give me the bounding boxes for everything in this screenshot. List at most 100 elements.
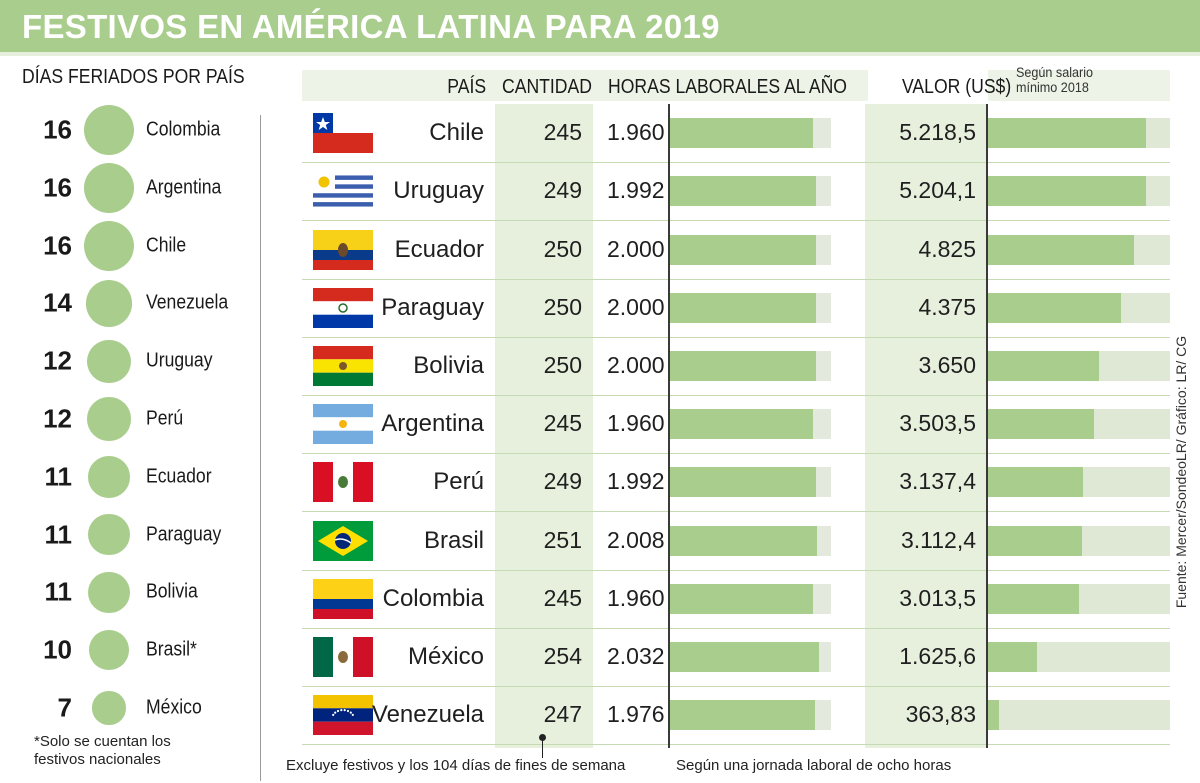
horas-bar-track [670, 234, 831, 265]
holiday-country: Paraguay [146, 523, 222, 546]
horas-bar [670, 118, 814, 149]
holiday-country: Chile [146, 234, 187, 257]
row-separator [302, 162, 1170, 164]
bolivia-flag-icon [313, 345, 373, 386]
horas-bar [670, 641, 819, 672]
country-name: Uruguay [393, 177, 484, 205]
left-panel-heading: DÍAS FERIADOS POR PAÍS [22, 66, 245, 88]
valor-bar [988, 583, 1080, 614]
holiday-country: Ecuador [146, 465, 212, 488]
holiday-count: 7 [57, 692, 72, 723]
valor-bar-track [988, 292, 1170, 323]
column-header-band [302, 70, 868, 101]
horas-bar-track [670, 176, 831, 207]
uruguay-flag-icon [313, 171, 373, 212]
valor-value: 4.375 [918, 293, 976, 320]
horas-bar-track [670, 350, 831, 381]
valor-bar [988, 118, 1147, 149]
row-separator [302, 278, 1170, 280]
valor-bar-track [988, 176, 1170, 207]
valor-value: 5.218,5 [899, 119, 976, 146]
cantidad-column-bg [495, 104, 593, 748]
holiday-count: 14 [43, 287, 72, 318]
holiday-bubble [87, 339, 131, 383]
paraguay-flag-icon [313, 287, 373, 328]
column-header-cantidad: CANTIDAD [502, 76, 592, 98]
horas-value: 1.960 [607, 584, 665, 611]
horas-value: 1.992 [607, 468, 665, 495]
horas-bar [670, 234, 817, 265]
valor-bar-track [988, 350, 1170, 381]
horas-bar-track [670, 118, 831, 149]
horas-bar [670, 176, 816, 207]
valor-value: 3.137,4 [899, 468, 976, 495]
valor-bar-track [988, 409, 1170, 440]
valor-bar [988, 234, 1135, 265]
chile-flag-icon [313, 113, 373, 154]
holiday-country: Uruguay [146, 349, 213, 372]
holiday-country: Brasil* [146, 638, 197, 661]
holiday-count: 16 [43, 230, 72, 261]
row-separator [302, 686, 1170, 687]
page-title: FESTIVOS EN AMÉRICA LATINA PARA 2019 [22, 8, 720, 45]
holiday-count: 16 [43, 114, 72, 145]
horas-bar [670, 409, 814, 440]
country-name: Chile [429, 119, 484, 147]
holiday-row: 11 Paraguay [0, 506, 250, 564]
horas-bar-track [670, 583, 831, 614]
horas-bar [670, 525, 817, 556]
footnote-line: festivos nacionales [34, 751, 161, 768]
cantidad-value: 247 [543, 701, 582, 728]
valor-bar-track [988, 525, 1170, 556]
holiday-bubble [88, 571, 130, 614]
holiday-row: 7 México [0, 679, 250, 737]
note-pointer-dot [539, 734, 546, 741]
note-pointer-line [542, 738, 543, 758]
column-header-pais: PAÍS [447, 76, 486, 98]
holiday-country: Bolivia [146, 580, 198, 603]
valor-bar [988, 700, 1000, 731]
valor-value: 4.825 [918, 235, 976, 262]
country-name: Paraguay [381, 293, 484, 321]
valor-value: 3.503,5 [899, 410, 976, 437]
holiday-bubble [87, 397, 131, 441]
horas-bar-track [670, 292, 831, 323]
cantidad-value: 249 [543, 468, 582, 495]
row-separator [302, 336, 1170, 338]
country-name: Perú [433, 468, 484, 496]
cantidad-value: 245 [543, 119, 582, 146]
holiday-bubble [84, 162, 134, 213]
brasil-flag-icon [313, 520, 373, 561]
holiday-row: 11 Ecuador [0, 448, 250, 506]
holiday-row: 12 Perú [0, 390, 250, 448]
holiday-bubble [84, 220, 134, 271]
row-separator [302, 569, 1170, 571]
holiday-count: 12 [43, 403, 72, 434]
holiday-count: 11 [44, 461, 73, 492]
holiday-row: 16 Chile [0, 217, 250, 275]
holiday-count: 10 [43, 634, 72, 665]
horas-bar [670, 467, 816, 498]
horas-value: 1.960 [607, 410, 665, 437]
holiday-row: 12 Uruguay [0, 332, 250, 390]
column-header-horas: HORAS LABORALES AL AÑO [608, 76, 848, 98]
country-name: Colombia [382, 584, 484, 612]
country-name: Brasil [423, 526, 484, 554]
valor-note-line: Según salario [1016, 64, 1094, 80]
country-name: Argentina [381, 410, 484, 438]
horas-value: 2.000 [607, 293, 665, 320]
valor-value: 1.625,6 [899, 642, 976, 669]
valor-axis-line [986, 104, 988, 748]
horas-bar-track [670, 409, 831, 440]
cantidad-value: 250 [543, 293, 582, 320]
country-name: Ecuador [394, 235, 484, 263]
valor-column-bg [865, 104, 986, 748]
horas-value: 1.992 [607, 177, 665, 204]
valor-value: 5.204,1 [899, 177, 976, 204]
valor-note: Según salario mínimo 2018 [1016, 65, 1093, 95]
column-header-valor: VALOR (US$) [902, 76, 1012, 98]
valor-value: 3.013,5 [899, 584, 976, 611]
holiday-country: México [146, 696, 202, 719]
valor-bar-track [988, 234, 1170, 265]
valor-bar [988, 641, 1038, 672]
